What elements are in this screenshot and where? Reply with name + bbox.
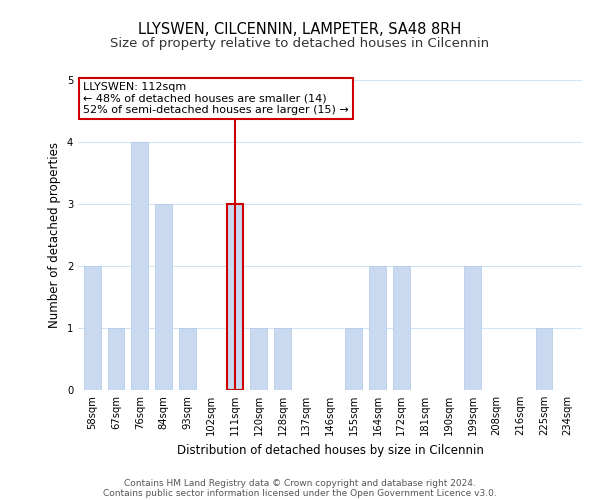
Text: LLYSWEN, CILCENNIN, LAMPETER, SA48 8RH: LLYSWEN, CILCENNIN, LAMPETER, SA48 8RH	[139, 22, 461, 38]
Bar	[155, 204, 172, 390]
Bar	[274, 328, 291, 390]
Bar	[108, 328, 124, 390]
Bar	[536, 328, 552, 390]
Bar	[346, 328, 362, 390]
Bar	[250, 328, 267, 390]
Bar	[393, 266, 410, 390]
Text: Size of property relative to detached houses in Cilcennin: Size of property relative to detached ho…	[110, 38, 490, 51]
Bar	[369, 266, 386, 390]
Bar	[131, 142, 148, 390]
Text: Contains public sector information licensed under the Open Government Licence v3: Contains public sector information licen…	[103, 488, 497, 498]
Bar	[464, 266, 481, 390]
Bar	[227, 204, 243, 390]
Bar	[179, 328, 196, 390]
Bar	[84, 266, 101, 390]
Text: LLYSWEN: 112sqm
← 48% of detached houses are smaller (14)
52% of semi-detached h: LLYSWEN: 112sqm ← 48% of detached houses…	[83, 82, 349, 115]
Text: Contains HM Land Registry data © Crown copyright and database right 2024.: Contains HM Land Registry data © Crown c…	[124, 478, 476, 488]
X-axis label: Distribution of detached houses by size in Cilcennin: Distribution of detached houses by size …	[176, 444, 484, 456]
Y-axis label: Number of detached properties: Number of detached properties	[48, 142, 61, 328]
